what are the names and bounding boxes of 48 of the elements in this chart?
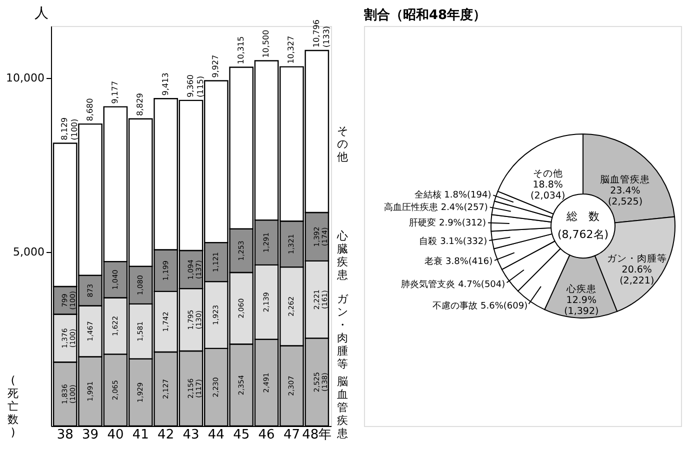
x-tick-label: 42 bbox=[158, 428, 174, 442]
x-tick-label: 44 bbox=[208, 428, 224, 442]
y-tick-label: 10,000 bbox=[6, 72, 44, 85]
slice-label: 全結核 1.8%(194) bbox=[414, 190, 492, 201]
total-label: 8,680 bbox=[85, 98, 94, 122]
text: 総 数 bbox=[566, 210, 600, 223]
total-label: 10,500 bbox=[262, 30, 271, 58]
x-tick-label: 38 bbox=[56, 428, 74, 442]
total-label: 9,927 bbox=[211, 54, 220, 78]
total-label: 10,327 bbox=[286, 36, 296, 64]
total-label: 10,315 bbox=[236, 36, 246, 64]
y-axis-title: 人 bbox=[34, 6, 48, 22]
x-tick-label: 40 bbox=[107, 428, 124, 442]
total-label: 10,796 (133) bbox=[312, 19, 331, 48]
x-tick-label: 39 bbox=[82, 428, 99, 442]
x-tick-label: 43 bbox=[182, 428, 200, 442]
chart-title: 割合（昭和48年度） bbox=[363, 7, 486, 23]
slice-label: 老衰 3.8%(416) bbox=[424, 256, 493, 268]
slice-label: 肝硬変 2.9%(312) bbox=[409, 218, 486, 229]
series-label: 心臓疾患 bbox=[336, 230, 348, 282]
total-label: 9,360 (115) bbox=[186, 74, 205, 98]
x-tick-label: 46 bbox=[258, 428, 275, 442]
y-tick-label: 5,000 bbox=[13, 246, 44, 259]
series-label: その他 bbox=[337, 124, 348, 164]
x-tick-label: 41 bbox=[132, 428, 149, 442]
x-tick-label: 48年 bbox=[302, 428, 332, 442]
total-label: 9,177 bbox=[110, 80, 120, 104]
text: (8,762名) bbox=[557, 228, 609, 241]
data-label: 12.9%(1,392) bbox=[564, 294, 599, 317]
x-tick-label: 47 bbox=[283, 428, 300, 442]
slice-label: 脳血管疾患 bbox=[600, 173, 650, 186]
total-label: 8,829 bbox=[136, 93, 145, 116]
slice-label: 自殺 3.1%(332) bbox=[419, 236, 488, 247]
text: (死亡数) bbox=[8, 374, 18, 439]
x-tick-label: 45 bbox=[233, 428, 250, 442]
series-label: ガン・肉腫等 bbox=[337, 292, 349, 371]
total-label: 9,413 bbox=[160, 72, 170, 96]
total-label: 8,129 (100) bbox=[60, 117, 80, 140]
slice-label: 肺炎気管支炎 4.7%(504) bbox=[401, 278, 506, 290]
slice-label: 心疾患 bbox=[565, 282, 596, 295]
slice-label: その他 bbox=[532, 168, 563, 180]
data-label: 20.6%(2,221) bbox=[620, 264, 654, 287]
data-label: 18.8%(2,034) bbox=[530, 180, 566, 202]
slice-label: 高血圧性疾患 2.4%(257) bbox=[384, 202, 488, 213]
data-label: 23.4%(2,525) bbox=[608, 185, 643, 208]
slice-label: 不慮の事故 5.6%(609) bbox=[432, 300, 528, 312]
series-label: 脳血管疾患 bbox=[336, 375, 348, 440]
slice-label: ガン・肉腫等 bbox=[606, 252, 667, 265]
